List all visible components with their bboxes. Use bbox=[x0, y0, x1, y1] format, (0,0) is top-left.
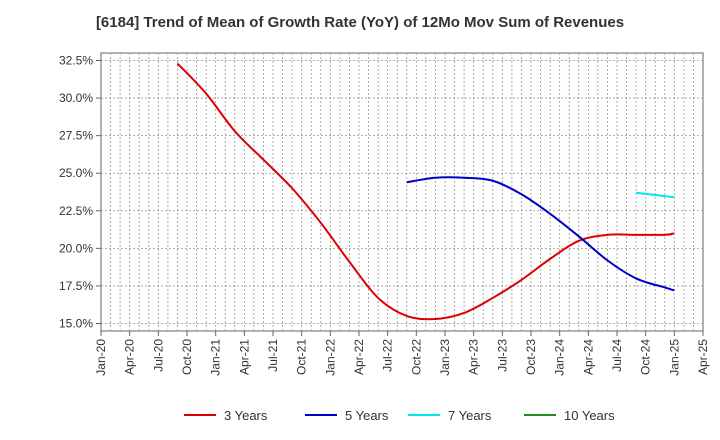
x-tick-label: Oct-22 bbox=[409, 339, 423, 375]
x-tick-label: Apr-21 bbox=[237, 339, 251, 375]
x-tick-label: Oct-21 bbox=[295, 339, 309, 375]
legend: 3 Years 5 Years 7 Years 10 Years bbox=[184, 408, 615, 423]
x-axis-ticks: Jan-20 Apr-20 Jul-20 Oct-20 Jan-21 Apr-21 Jul-… bbox=[94, 331, 710, 376]
x-tick-label: Jul-22 bbox=[381, 339, 395, 372]
x-tick-label: Apr-23 bbox=[467, 339, 481, 375]
y-tick-label: 30.0% bbox=[59, 91, 93, 105]
y-tick-label: 27.5% bbox=[59, 129, 93, 143]
legend-label: 3 Years bbox=[224, 408, 268, 423]
x-tick-label: Jan-20 bbox=[94, 339, 108, 376]
chart-title: [6184] Trend of Mean of Growth Rate (YoY… bbox=[95, 14, 625, 31]
x-tick-label: Jan-23 bbox=[438, 339, 452, 376]
x-tick-label: Jul-21 bbox=[266, 339, 280, 372]
series-line-7-years bbox=[635, 191, 675, 199]
legend-label: 5 Years bbox=[345, 408, 389, 423]
y-tick-label: 15.0% bbox=[59, 316, 93, 330]
y-tick-label: 25.0% bbox=[59, 166, 93, 180]
x-tick-label: Apr-22 bbox=[352, 339, 366, 375]
y-axis-ticks: 15.0% 17.5% 20.0% 22.5% 25.0% 27.5% 30.0% 32.5% bbox=[59, 54, 101, 330]
y-tick-label: 17.5% bbox=[59, 279, 93, 293]
y-tick-label: 20.0% bbox=[59, 241, 93, 255]
plot-area bbox=[100, 52, 704, 332]
x-tick-label: Apr-25 bbox=[696, 339, 710, 375]
x-tick-label: Oct-20 bbox=[180, 339, 194, 375]
x-tick-label: Apr-24 bbox=[581, 339, 595, 375]
legend-label: 10 Years bbox=[564, 408, 615, 423]
grid bbox=[101, 53, 703, 331]
x-tick-label: Jul-23 bbox=[495, 339, 509, 372]
series-lines bbox=[176, 62, 675, 321]
series-line-3-years bbox=[176, 62, 675, 321]
legend-label: 7 Years bbox=[448, 408, 492, 423]
x-tick-label: Jan-25 bbox=[667, 339, 681, 376]
x-tick-label: Jan-24 bbox=[553, 339, 567, 376]
x-tick-label: Oct-23 bbox=[524, 339, 538, 375]
series-line-5-years bbox=[406, 176, 675, 292]
x-tick-label: Apr-20 bbox=[123, 339, 137, 375]
y-tick-label: 32.5% bbox=[59, 54, 93, 68]
x-tick-label: Oct-24 bbox=[639, 339, 653, 375]
x-tick-label: Jul-24 bbox=[610, 339, 624, 372]
x-tick-label: Jan-22 bbox=[323, 339, 337, 376]
x-tick-label: Jan-21 bbox=[209, 339, 223, 376]
y-tick-label: 22.5% bbox=[59, 204, 93, 218]
x-tick-label: Jul-20 bbox=[151, 339, 165, 372]
